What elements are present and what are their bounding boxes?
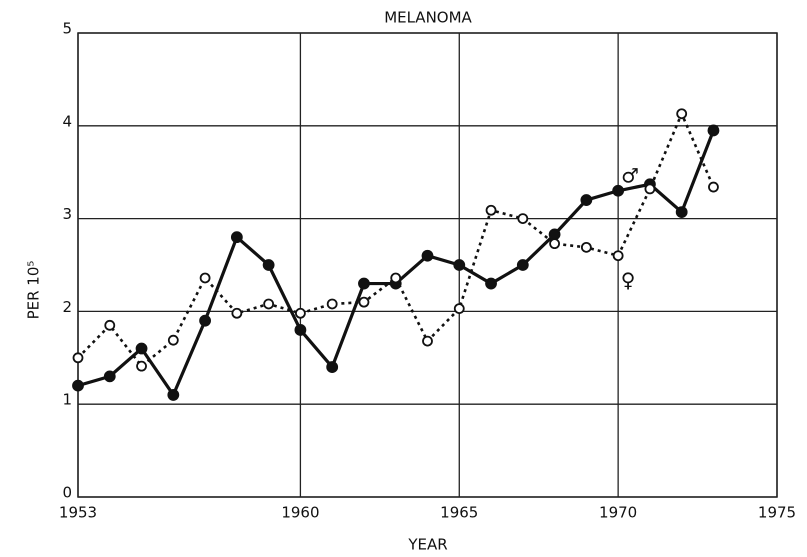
y-tick-label: 3 — [62, 205, 72, 223]
data-point — [199, 314, 211, 327]
data-point — [485, 277, 497, 290]
data-point — [135, 342, 148, 355]
data-point — [326, 298, 338, 310]
data-point — [549, 238, 560, 250]
data-point — [517, 213, 529, 225]
x-tick-label: 1970 — [599, 504, 637, 522]
data-point — [453, 259, 466, 271]
data-point — [358, 296, 370, 308]
data-point — [104, 319, 116, 331]
data-point — [295, 307, 306, 319]
x-tick-label: 1953 — [59, 504, 97, 522]
data-point — [453, 303, 465, 315]
data-point — [199, 272, 211, 284]
data-point — [644, 183, 656, 195]
data-point — [580, 194, 593, 206]
data-point — [136, 360, 147, 372]
data-point — [72, 352, 84, 364]
x-axis-label: YEAR — [407, 536, 447, 554]
data-point — [263, 298, 275, 310]
data-point — [167, 389, 180, 401]
data-point — [580, 241, 592, 253]
data-point — [485, 204, 497, 216]
data-point — [707, 124, 720, 137]
y-tick-label: 5 — [62, 20, 72, 38]
data-point — [167, 334, 179, 346]
data-point — [230, 231, 243, 244]
data-point — [676, 108, 688, 120]
data-point — [390, 272, 402, 284]
series-line — [77, 112, 715, 368]
y-tick-label: 1 — [62, 391, 72, 409]
x-tick-label: 1975 — [758, 504, 796, 522]
y-tick-label: 4 — [62, 112, 72, 130]
data-point — [294, 324, 307, 336]
series-label: ♀ — [621, 268, 636, 292]
data-point — [548, 228, 561, 241]
plot-frame — [77, 32, 778, 498]
data-point — [231, 307, 243, 319]
y-tick-label: 0 — [62, 484, 72, 502]
chart-title: MELANOMA — [384, 9, 472, 27]
data-point — [72, 379, 84, 392]
data-point — [421, 249, 434, 262]
x-tick-label: 1965 — [440, 504, 478, 522]
data-point — [103, 370, 116, 383]
data-point — [516, 259, 529, 271]
series-label: ♂ — [621, 163, 639, 187]
data-point — [422, 335, 433, 347]
data-point — [262, 259, 275, 271]
data-point — [358, 277, 370, 290]
x-tick-label: 1960 — [281, 504, 319, 522]
data-point — [675, 206, 688, 219]
data-point — [326, 361, 339, 373]
data-point — [612, 250, 624, 262]
data-point — [708, 181, 719, 193]
data-point — [612, 184, 625, 197]
y-axis-label: PER 10⁵ — [25, 261, 43, 320]
y-tick-label: 2 — [62, 298, 72, 316]
